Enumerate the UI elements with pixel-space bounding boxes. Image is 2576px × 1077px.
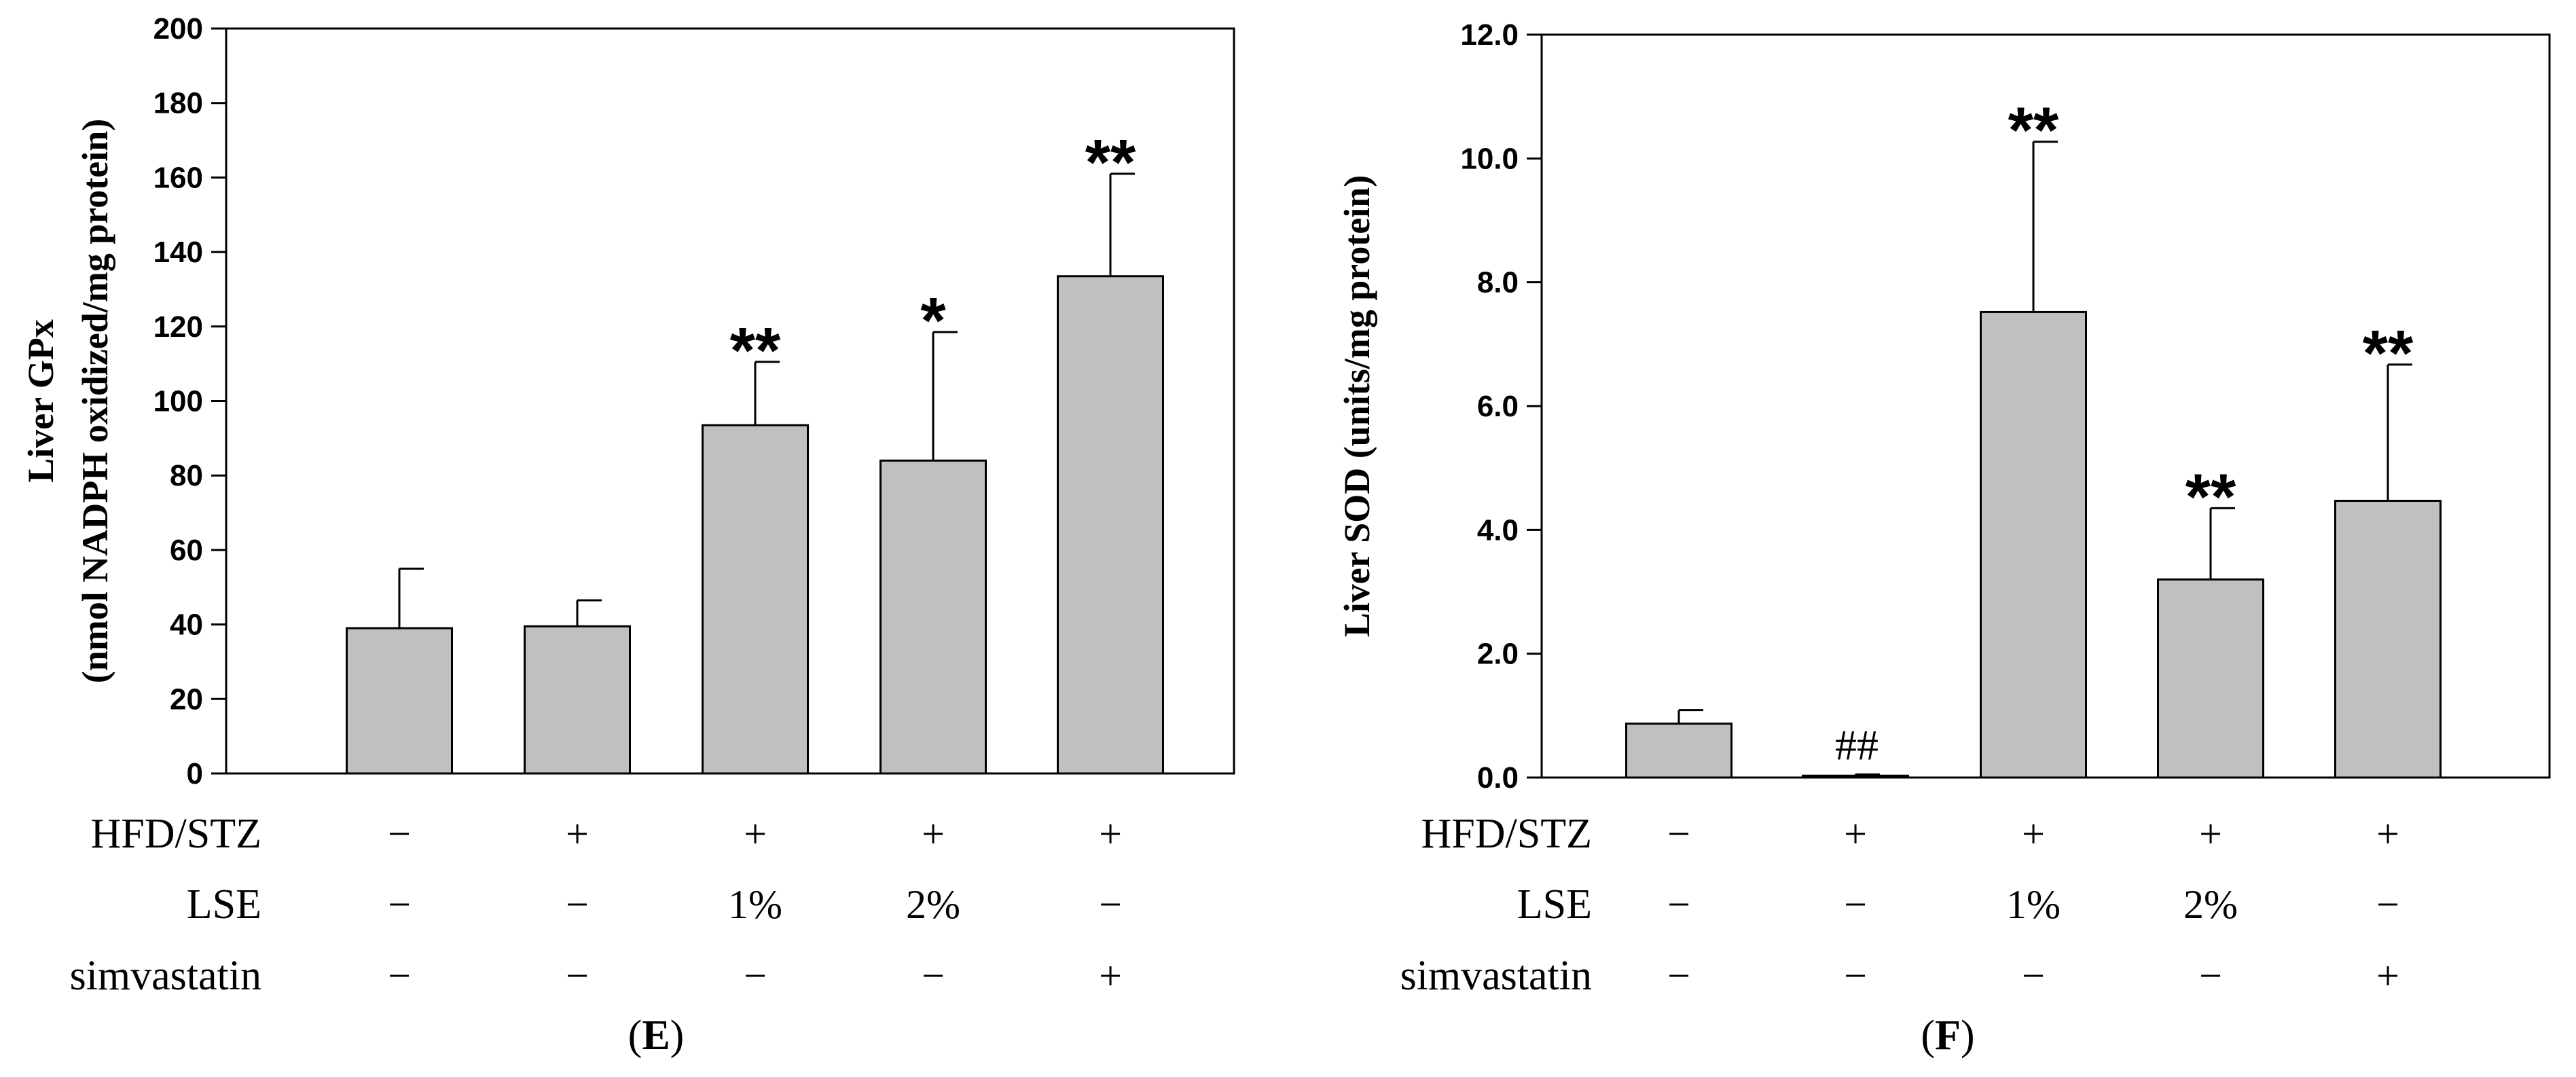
chart-panel-f: 0.0 2.0 4.0 6.0 8.0 10.0 12.0 ## ** ** ** Liver SOD… [1337, 18, 2551, 1059]
condition-value: − [744, 953, 767, 998]
bar [1625, 723, 1733, 779]
bar [879, 459, 987, 775]
condition-value: − [388, 882, 411, 927]
bar [524, 625, 631, 775]
condition-value: − [388, 953, 411, 998]
y-tick-label: 80 [170, 459, 203, 492]
y-tick-label: 10.0 [1460, 142, 1519, 175]
condition-value: + [2376, 811, 2399, 856]
y-tick-label: 40 [170, 608, 203, 642]
y-tick-label: 8.0 [1477, 266, 1519, 299]
bar [1802, 774, 1909, 779]
y-tick-label: 100 [153, 385, 203, 418]
condition-value: − [2199, 953, 2222, 998]
y-tick-label: 0.0 [1477, 761, 1519, 795]
condition-row-label: simvastatin [1400, 953, 1592, 999]
condition-value: 2% [2183, 882, 2238, 927]
y-tick-label: 200 [153, 12, 203, 45]
condition-value: + [566, 811, 589, 856]
y-tick-label: 160 [153, 161, 203, 194]
condition-value: − [2376, 882, 2399, 927]
condition-value: 1% [2006, 882, 2061, 927]
bar [2157, 578, 2264, 779]
condition-value: − [1844, 953, 1867, 998]
y-tick-label: 6.0 [1477, 390, 1519, 423]
y-tick-label: 60 [170, 534, 203, 567]
y-axis-label: Liver GPx [20, 319, 61, 482]
condition-value: + [2376, 953, 2399, 998]
panel-label: (F) [1921, 1012, 1974, 1059]
condition-value: − [1099, 882, 1122, 927]
y-tick-label: 20 [170, 682, 203, 716]
significance-label: ** [730, 314, 781, 387]
condition-value: + [1844, 811, 1867, 856]
bar [1057, 275, 1164, 775]
condition-value: − [1844, 882, 1867, 927]
condition-value: − [922, 953, 945, 998]
y-tick-label: 120 [153, 310, 203, 344]
condition-value: − [388, 811, 411, 856]
y-tick-label: 140 [153, 236, 203, 269]
condition-row-label: LSE [187, 881, 261, 928]
condition-value: + [744, 811, 767, 856]
bar [702, 424, 809, 775]
y-tick-label: 4.0 [1477, 513, 1519, 547]
condition-value: − [1667, 953, 1690, 998]
significance-label: * [920, 285, 946, 357]
condition-row-label: simvastatin [70, 953, 261, 999]
condition-value: + [1099, 811, 1122, 856]
y-tick-label: 180 [153, 87, 203, 120]
significance-label: ** [2008, 94, 2059, 167]
condition-value: 1% [728, 882, 782, 927]
condition-value: + [1099, 953, 1122, 998]
y-tick-label: 12.0 [1460, 18, 1519, 52]
panel-label: (E) [628, 1012, 685, 1059]
condition-row-label: HFD/STZ [1421, 811, 1592, 857]
condition-value: − [1667, 811, 1690, 856]
y-axis-label: Liver SOD (units/mg protein) [1337, 175, 1377, 638]
bar [2334, 499, 2442, 779]
condition-value: + [922, 811, 945, 856]
condition-value: − [566, 882, 589, 927]
bar [1980, 310, 2087, 779]
condition-row-label: HFD/STZ [91, 811, 261, 857]
significance-label: ** [2185, 460, 2236, 533]
bar [346, 627, 453, 775]
y-axis-label-units: (nmol NADPH oxidized/mg protein) [75, 119, 115, 683]
y-tick-label: 0 [187, 757, 203, 790]
condition-value: − [1667, 882, 1690, 927]
condition-value: 2% [906, 882, 960, 927]
y-tick-label: 2.0 [1477, 638, 1519, 671]
condition-value: + [2022, 811, 2045, 856]
condition-value: + [2199, 811, 2222, 856]
significance-label: ** [1085, 126, 1136, 199]
condition-row-label: LSE [1517, 881, 1592, 928]
significance-label: ** [2363, 317, 2414, 390]
condition-value: − [566, 953, 589, 998]
significance-label: ## [1835, 720, 1879, 769]
condition-value: − [2022, 953, 2045, 998]
